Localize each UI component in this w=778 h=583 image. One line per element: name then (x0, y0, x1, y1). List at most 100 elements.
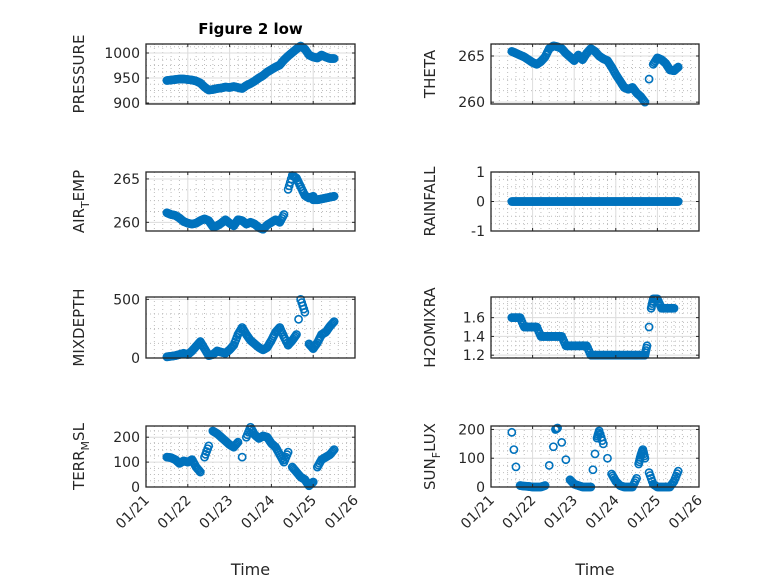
data-point (300, 307, 310, 317)
data-point (329, 317, 339, 327)
data-point (672, 63, 682, 73)
y-axis-label: PRESSURE (70, 35, 88, 114)
data-point (544, 461, 554, 470)
axes-frame (145, 43, 356, 105)
data-point (193, 465, 203, 474)
subplot-theta: 260 265 THETA (421, 41, 700, 111)
y-tick-label: 265 (458, 49, 485, 65)
y-axis-label-part: F (430, 452, 443, 458)
y-tick-label: 0 (131, 351, 140, 367)
y-tick-label: 265 (113, 172, 140, 188)
x-tick-label: 01/25 (624, 493, 664, 533)
data-point (232, 439, 242, 448)
y-tick-label: 1.4 (463, 329, 485, 345)
data-point (237, 452, 247, 462)
y-tick-label: 200 (458, 422, 485, 438)
y-axis-label-part: TERR (70, 450, 88, 491)
data-point (549, 442, 558, 452)
y-tick-label: 1.6 (463, 311, 485, 327)
y-axis-label-part: SUN (421, 458, 439, 490)
data-point (292, 330, 301, 339)
data-point (598, 439, 608, 449)
data-point (507, 427, 517, 437)
x-tick-label: 01/25 (280, 493, 320, 533)
y-axis-label: TERRMSL (70, 422, 92, 491)
data-point (588, 465, 598, 475)
data-point (567, 54, 577, 64)
data-point (673, 62, 683, 72)
y-tick-label: 260 (458, 95, 485, 111)
y-axis-label-part: EMP (70, 170, 88, 201)
chart-title: Figure 2 low (198, 20, 303, 38)
subplot-air-temp: 260 265 AIRTEMP (70, 170, 356, 234)
y-axis-label-part: LUX (421, 423, 439, 452)
y-tick-label: 950 (113, 71, 140, 87)
data-point (233, 437, 243, 447)
data-point (509, 445, 519, 454)
axes-frame (490, 425, 700, 488)
y-tick-label: 1000 (104, 46, 140, 62)
subplot-mixdepth: 0 500 MIXDEPTH (70, 288, 356, 367)
x-tick-label: 01/26 (322, 492, 362, 532)
axes-frame (490, 43, 700, 105)
y-axis-label: THETA (421, 49, 439, 99)
data-point (632, 473, 641, 483)
data-point (328, 446, 338, 456)
data-point (671, 64, 681, 74)
data-point (279, 210, 289, 219)
data-point (673, 466, 683, 476)
y-tick-label: -1 (471, 224, 485, 240)
x-tick-label: 01/24 (238, 492, 278, 532)
data-point (557, 438, 567, 447)
y-tick-label: 0 (476, 195, 485, 211)
data-point (673, 197, 683, 206)
data-point (669, 303, 679, 313)
data-point (642, 341, 652, 351)
y-axis-label-part: SL (70, 422, 88, 441)
y-axis-label: H2OMIXRA (421, 287, 439, 368)
axes-background (146, 297, 355, 358)
data-point (283, 447, 293, 457)
y-axis-label-part: AIR (70, 208, 88, 233)
axes-frame (145, 296, 356, 359)
y-tick-label: 260 (113, 215, 140, 231)
y-axis-label: RAINFALL (421, 166, 439, 237)
subplot-terr-msl: 0 100 200 TERRMSL 01/21 01/22 01/23 01/24 01/25 0… (70, 422, 362, 579)
data-point (329, 54, 339, 63)
data-point (329, 191, 339, 201)
data-point (561, 455, 571, 465)
y-axis-label-part: T (79, 201, 92, 209)
data-point (640, 453, 650, 463)
data-point (590, 449, 600, 459)
data-point (327, 319, 337, 329)
x-tick-label: 01/22 (155, 493, 195, 533)
data-point (644, 322, 654, 332)
data-point (640, 97, 650, 107)
x-axis-label: Time (230, 560, 270, 579)
y-axis-label: MIXDEPTH (70, 288, 88, 366)
y-tick-label: 200 (113, 430, 140, 446)
data-point (644, 74, 654, 84)
data-point (231, 440, 241, 450)
y-tick-label: 0 (476, 480, 485, 496)
y-tick-label: 900 (113, 96, 140, 112)
data-point (329, 445, 339, 455)
axes-frame (145, 425, 356, 488)
subplot-h2omixra: 1.2 1.4 1.6 H2OMIXRA (421, 287, 700, 368)
data-point (553, 423, 562, 433)
x-tick-label: 01/21 (458, 493, 498, 533)
data-point (195, 467, 205, 477)
x-tick-label: 01/26 (666, 492, 706, 532)
data-point (328, 318, 338, 328)
x-tick-label: 01/23 (197, 493, 237, 533)
y-axis-label: AIRTEMP (70, 170, 92, 233)
data-point (603, 453, 612, 463)
subplot-rainfall: -1 0 1 RAINFALL (421, 165, 700, 240)
y-tick-label: 1.2 (463, 348, 485, 364)
y-tick-label: 1 (476, 165, 485, 181)
y-axis-label-part: M (79, 441, 92, 451)
subplot-pressure: 900 950 1000 PRESSURE Figure 2 low (70, 20, 356, 114)
y-tick-label: 0 (131, 480, 140, 496)
data-point (204, 441, 214, 451)
